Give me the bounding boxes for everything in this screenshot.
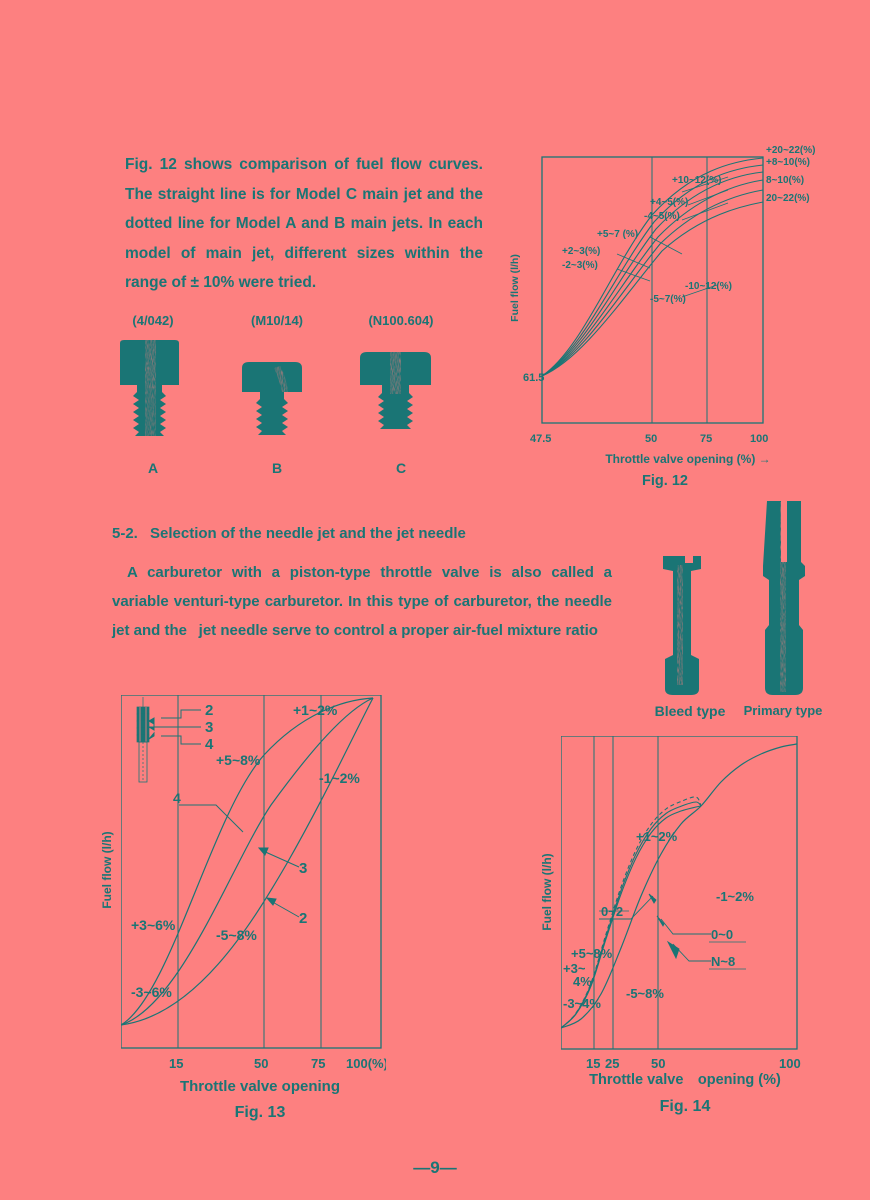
svg-text:-10~12(%): -10~12(%) [685,281,732,292]
svg-text:+8~10(%): +8~10(%) [766,157,810,168]
svg-text:+1~2%: +1~2% [293,702,338,718]
svg-text:-1~2%: -1~2% [319,770,360,786]
svg-text:+4~5(%): +4~5(%) [650,197,688,208]
svg-text:4%: 4% [573,974,592,989]
svg-text:-5~7(%): -5~7(%) [650,294,686,305]
svg-text:+1~2%: +1~2% [636,829,678,844]
svg-text:-3~6%: -3~6% [131,984,172,1000]
svg-text:50: 50 [651,1056,665,1071]
svg-text:+20~22(%): +20~22(%) [766,145,815,156]
svg-text:3: 3 [205,719,213,736]
svg-text:0~2: 0~2 [601,904,623,919]
svg-text:75: 75 [311,1056,325,1071]
svg-text:2: 2 [299,910,307,927]
svg-text:N~8: N~8 [711,954,735,969]
svg-text:100(%): 100(%) [346,1056,386,1071]
svg-text:+5~7 (%): +5~7 (%) [597,229,638,240]
svg-text:4: 4 [205,736,214,753]
svg-text:-3~4%: -3~4% [563,996,601,1011]
svg-text:3: 3 [299,860,307,877]
svg-text:+3~6%: +3~6% [131,917,176,933]
svg-text:0~0: 0~0 [711,927,733,942]
svg-text:+5~8%: +5~8% [571,946,613,961]
svg-text:2: 2 [205,702,213,719]
svg-text:+10~12(%): +10~12(%) [672,175,721,186]
svg-text:25: 25 [605,1056,619,1071]
svg-text:100: 100 [750,433,768,443]
svg-text:-1~2%: -1~2% [716,889,754,904]
svg-text:47.5: 47.5 [530,433,551,443]
svg-text:15: 15 [586,1056,600,1071]
svg-text:8~10(%): 8~10(%) [766,175,804,186]
svg-text:100: 100 [779,1056,801,1071]
svg-text:+5~8%: +5~8% [216,752,261,768]
svg-text:-5~8%: -5~8% [216,927,257,943]
svg-text:50: 50 [645,433,657,443]
svg-text:75: 75 [700,433,712,443]
svg-text:-2~3(%): -2~3(%) [562,260,598,271]
svg-text:-5~8%: -5~8% [626,986,664,1001]
svg-text:61.5: 61.5 [523,372,544,384]
svg-text:20~22(%): 20~22(%) [766,193,810,204]
svg-text:50: 50 [254,1056,268,1071]
svg-text:+2~3(%): +2~3(%) [562,246,600,257]
svg-text:-4~5(%): -4~5(%) [644,211,680,222]
svg-text:15: 15 [169,1056,183,1071]
svg-text:4: 4 [173,790,181,806]
